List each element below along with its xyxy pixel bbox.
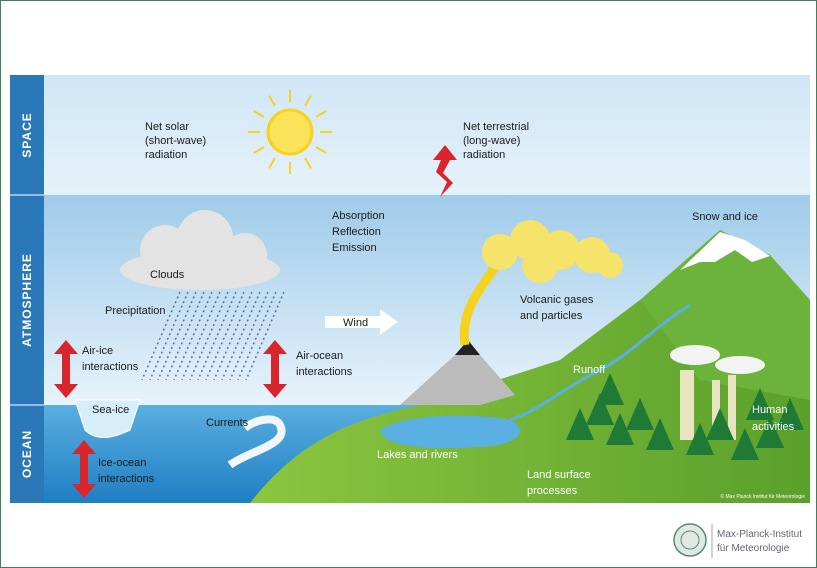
band-label: SPACE — [20, 112, 34, 157]
label: (short-wave) — [145, 135, 206, 147]
label: Clouds — [150, 269, 185, 281]
band-label: ATMOSPHERE — [20, 253, 34, 347]
label: Reflection — [332, 226, 381, 238]
label: Ice-ocean — [98, 457, 146, 469]
label: Absorption — [332, 210, 385, 222]
label: Air-ocean — [296, 350, 343, 362]
label: Precipitation — [105, 305, 166, 317]
space-band — [10, 75, 810, 195]
page: SPACE ATMOSPHERE OCEAN Net s — [0, 0, 817, 568]
label: Human — [752, 404, 787, 416]
label: Net terrestrial — [463, 121, 529, 133]
label: Lakes and rivers — [377, 449, 458, 461]
label: Runoff — [573, 364, 606, 376]
band-label: OCEAN — [20, 430, 34, 478]
label: radiation — [463, 149, 505, 161]
label: and particles — [520, 310, 583, 322]
label: Land surface — [527, 469, 591, 481]
label: Currents — [206, 417, 249, 429]
label: Snow and ice — [692, 211, 758, 223]
credit: © Max Planck Institut für Meteorologie — [720, 493, 805, 500]
logo-text: für Meteorologie — [717, 543, 790, 554]
label: processes — [527, 485, 578, 497]
label: Volcanic gases — [520, 294, 594, 306]
label: (long-wave) — [463, 135, 520, 147]
logo-text: Max-Planck-Institut — [717, 529, 802, 540]
label: interactions — [296, 366, 353, 378]
label: Sea-ice — [92, 404, 129, 416]
label: interactions — [82, 361, 139, 373]
label: activities — [752, 421, 795, 433]
label: interactions — [98, 473, 155, 485]
label: Wind — [343, 317, 368, 329]
climate-diagram: SPACE ATMOSPHERE OCEAN Net s — [0, 0, 817, 568]
label: radiation — [145, 149, 187, 161]
label: Emission — [332, 242, 377, 254]
label: Air-ice — [82, 345, 113, 357]
label: Net solar — [145, 121, 189, 133]
